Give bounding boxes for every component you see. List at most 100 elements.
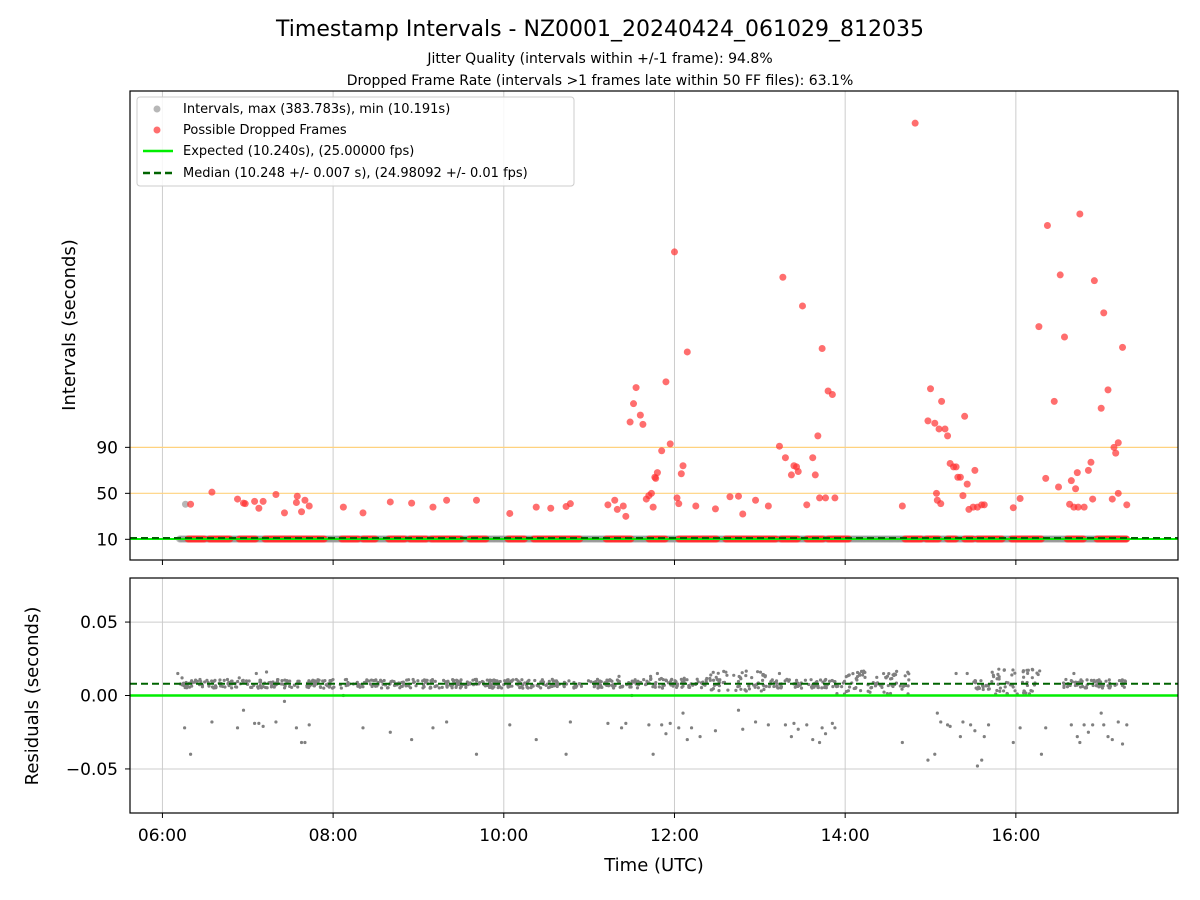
dropped-frame-point [764, 502, 772, 510]
residual-point [407, 684, 411, 688]
residual-point [225, 677, 230, 682]
x-tick-label: 10:00 [479, 826, 528, 846]
residual-point [380, 680, 384, 684]
residual-outlier-point [766, 723, 770, 727]
residual-point [763, 675, 767, 679]
dropped-frame-point [1114, 439, 1122, 447]
residual-outlier-point [210, 720, 214, 724]
residual-point [487, 684, 491, 688]
residual-point [820, 686, 824, 690]
residual-point [736, 685, 740, 689]
residual-point [233, 685, 238, 689]
residual-point [1122, 685, 1126, 689]
residual-point [314, 679, 318, 684]
residual-point [433, 679, 437, 683]
dropped-frame-point [944, 432, 952, 440]
dropped-frame-point [787, 471, 795, 479]
residual-outlier-point [689, 726, 694, 730]
dropped-frame-point [649, 503, 657, 511]
jitter-quality-subtitle: Jitter Quality (intervals within +/-1 fr… [426, 51, 772, 67]
y-tick-label: 0.00 [80, 687, 118, 707]
dropped-frame-point [666, 440, 674, 448]
residual-outlier-point [1116, 720, 1120, 724]
residual-point [997, 667, 1001, 671]
residual-point [530, 684, 534, 688]
residual-point [444, 681, 448, 685]
legend-label-dropped: Possible Dropped Frames [183, 123, 347, 138]
x-axis-label: Time (UTC) [603, 855, 704, 876]
dropped-frame-point [1073, 469, 1081, 477]
residual-point [218, 678, 222, 682]
residual-point [861, 673, 865, 677]
residual-point [369, 678, 374, 682]
dropped-frame-point [831, 494, 839, 502]
residual-point [1022, 675, 1026, 679]
interval-point [181, 500, 189, 508]
residual-point [695, 677, 699, 681]
dropped-frame-point [611, 496, 619, 504]
residual-point [990, 679, 994, 684]
dropped-frame-point [293, 492, 301, 500]
dropped-frame-point [506, 509, 514, 517]
residual-point [511, 678, 515, 682]
residual-point [618, 685, 622, 689]
residual-point [244, 679, 249, 683]
residuals-panel: −0.05 0.00 0.05 06:00 08:00 10:00 12:00 14:00 1… [22, 577, 1179, 876]
residual-outlier-point [307, 723, 311, 727]
dropped-frame-point [662, 378, 670, 386]
dropped-frame-point [613, 505, 621, 513]
residual-outlier-point [1086, 730, 1090, 734]
dropped-frame-point [636, 411, 644, 419]
residual-outlier-point [783, 723, 788, 727]
residual-outlier-point [900, 740, 904, 745]
residual-point [685, 678, 689, 682]
expected-median-lines [130, 537, 1178, 541]
residual-point [546, 686, 551, 690]
residual-point [836, 684, 840, 688]
dropped-frame-point [935, 425, 943, 433]
residual-point [1026, 668, 1030, 672]
residual-point [990, 670, 994, 674]
residual-point [412, 680, 416, 684]
residual-point [1097, 685, 1101, 689]
residual-outlier-point [685, 737, 689, 742]
residual-point [370, 684, 374, 689]
residual-outlier-point [789, 735, 794, 739]
residual-outlier-point [982, 735, 986, 739]
residual-point [311, 678, 315, 682]
dropped-frame-point [931, 419, 939, 427]
residual-point [901, 684, 906, 688]
residual-point [787, 678, 791, 682]
residual-point [842, 679, 847, 683]
residual-point [664, 679, 669, 683]
residual-point [526, 686, 530, 690]
residual-point [903, 674, 907, 678]
residual-point [389, 679, 393, 684]
residual-point [586, 679, 591, 683]
dropped-frame-point [739, 510, 747, 518]
residual-outlier-point [1099, 711, 1103, 715]
residual-point [499, 686, 504, 690]
dropped-frame-point [1110, 443, 1118, 451]
dropped-frame-point [301, 496, 309, 504]
residual-point [762, 687, 766, 692]
residual-point [279, 682, 283, 686]
residual-point [423, 680, 428, 684]
residual-outlier-point [1082, 723, 1086, 727]
residual-point [307, 679, 311, 683]
residual-point [490, 686, 494, 690]
residual-outlier-point [303, 740, 307, 745]
dropped-frame-point [726, 493, 734, 501]
residual-point [984, 684, 988, 688]
residual-point [976, 685, 981, 689]
dropped-frame-point [408, 499, 416, 507]
residual-point [595, 677, 600, 681]
residual-point [555, 684, 559, 689]
residual-point [972, 680, 976, 684]
residual-point [195, 679, 199, 683]
residual-point [589, 680, 593, 684]
dropped-frame-point [1042, 474, 1050, 482]
residual-point [221, 684, 225, 689]
residual-point [454, 678, 459, 682]
